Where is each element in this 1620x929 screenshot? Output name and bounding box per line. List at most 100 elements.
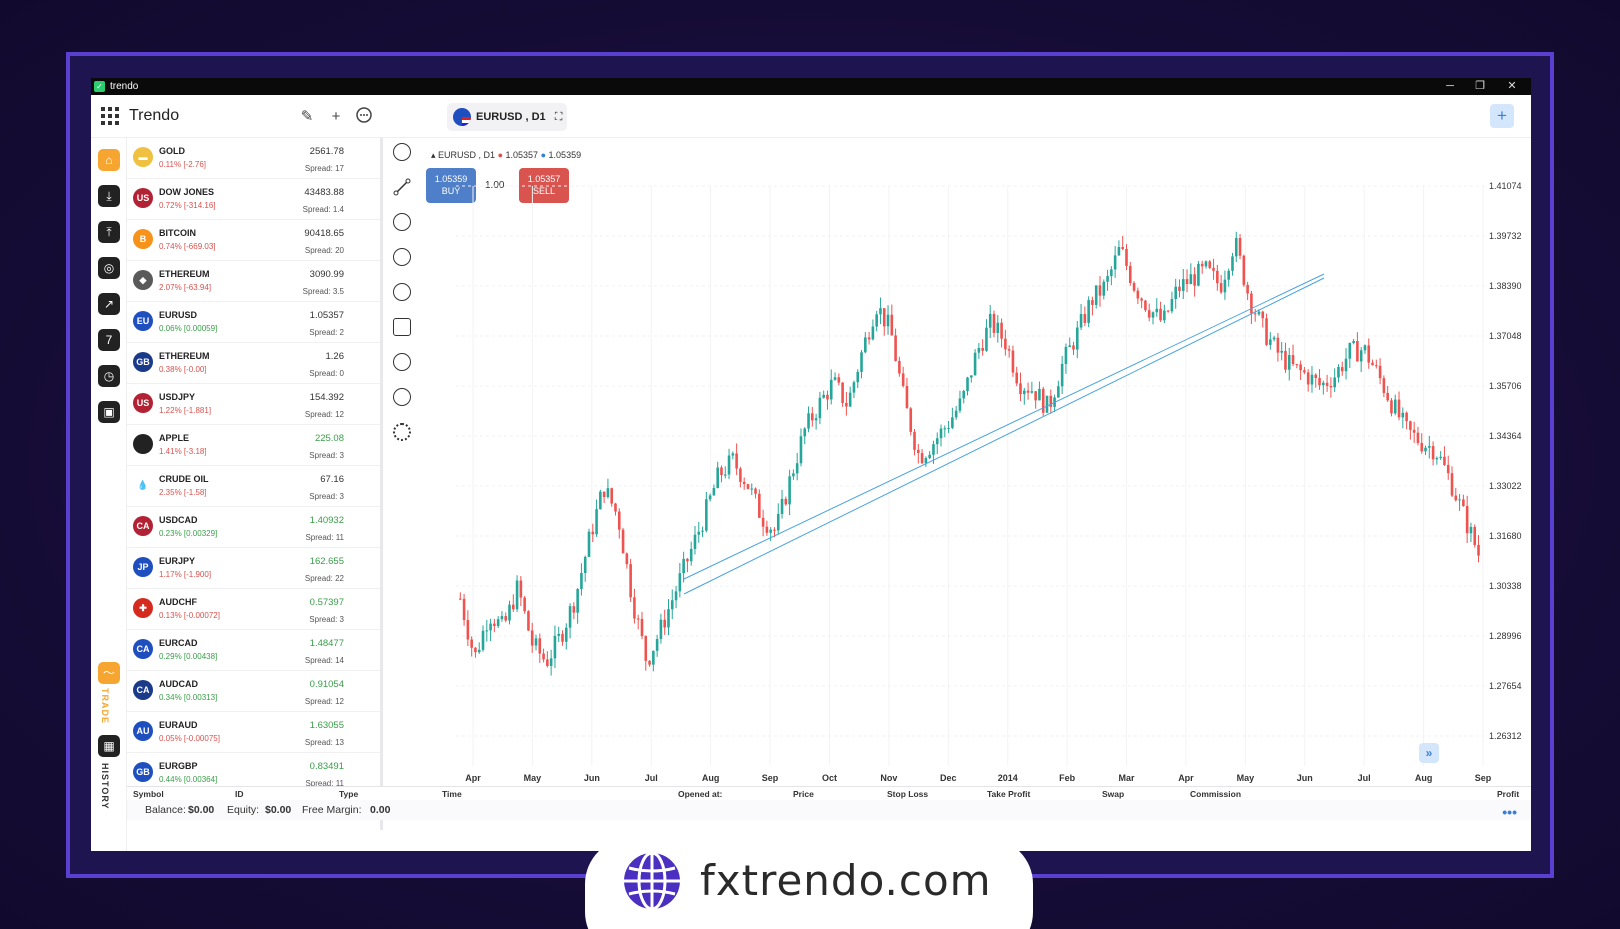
col-time[interactable]: Time [442,789,462,799]
watchlist-item[interactable]: APPLE 1.41% [-3.18] 225.08 Spread: 3 [127,425,380,466]
sell-button[interactable]: 1.05357 SELL [519,168,569,203]
watchlist-item[interactable]: ◆ ETHEREUM 2.07% [-63.94] 3090.99 Spread: 3.… [127,261,380,302]
zoom-in-icon[interactable] [393,353,411,371]
symbol-tab[interactable]: EURUSD , D1 ⛶ [447,103,567,131]
copy-icon[interactable] [393,318,411,336]
clock-tool-icon[interactable] [393,143,411,161]
home-icon[interactable]: ⌂ [98,149,120,171]
trendline[interactable] [683,277,1325,595]
instrument-name: EURJPY [159,556,196,566]
deposit-icon[interactable]: ⤓ [98,185,120,207]
col-swap[interactable]: Swap [1102,789,1125,799]
watchlist-item[interactable]: AU EURAUD 0.05% [-0.00075] 1.63055 Spread: 1… [127,712,380,753]
gift-icon[interactable]: ▣ [98,401,120,423]
candle-body [765,526,769,533]
settings-icon[interactable] [393,423,411,441]
trade-label[interactable]: TRADE [100,688,110,724]
col-symbol[interactable]: Symbol [133,789,164,799]
watchlist-item[interactable]: B BITCOIN 0.74% [-669.03] 90418.65 Spread: 2… [127,220,380,261]
new-tab-button[interactable]: + [1490,104,1514,128]
price-chart: 1.41074 1.39732 1.38390 1.37048 1.35706 1.343… [456,181,1522,783]
col-type[interactable]: Type [339,789,359,799]
candle-body [1136,290,1140,299]
free-margin-value: 0.00 [370,804,391,816]
col-opened-at[interactable]: Opened at: [678,789,723,799]
sell-label: SELL [532,186,556,196]
candle-body [549,658,553,666]
candle-body [1428,446,1431,448]
candle-body [833,377,837,380]
watchlist-item[interactable]: ▬ GOLD 0.11% [-2.76] 2561.78 Spread: 17 [127,138,380,179]
zoom-out-icon[interactable] [393,388,411,406]
col-id[interactable]: ID [235,789,244,799]
pie-tool-icon[interactable] [393,213,411,231]
history-grid-icon[interactable]: ▦ [98,735,120,757]
col-profit[interactable]: Profit [1497,789,1520,799]
watchlist-item[interactable]: CA AUDCAD 0.34% [0.00313] 0.91054 Spread: 12 [127,671,380,712]
candle-body [1295,364,1299,366]
history-clock-icon[interactable]: ◷ [98,365,120,387]
x-tick-label: Jun [584,773,600,783]
calendar-7-icon[interactable]: 7 [98,329,120,351]
candle-body [515,580,519,610]
instrument-change: 0.74% [-669.03] [159,242,216,251]
candle-body [462,598,466,621]
more-options-icon[interactable]: ••• [1502,804,1517,820]
candle-body [610,488,614,504]
candle-body [640,618,644,637]
candle-body [1128,265,1132,283]
chat-icon[interactable] [353,106,375,128]
buy-button[interactable]: 1.05359 BUY [426,168,476,203]
add-indicator-icon[interactable] [393,283,411,301]
watchlist-item[interactable]: 💧 CRUDE OIL 2.35% [-1.58] 67.16 Spread: 3 [127,466,380,507]
watchlist-item[interactable]: ✚ AUDCHF 0.13% [-0.00072] 0.57397 Spread: 3 [127,589,380,630]
candle-body [720,467,723,475]
restore-icon[interactable]: ❐ [1475,80,1485,92]
instrument-icon: ✚ [133,598,153,618]
col-take-profit[interactable]: Take Profit [987,789,1031,799]
withdraw-icon[interactable]: ⤒ [98,221,120,243]
col-stop-loss[interactable]: Stop Loss [887,789,929,799]
instrument-icon: GB [133,352,153,372]
col-price[interactable]: Price [793,789,814,799]
target-tool-icon[interactable] [393,248,411,266]
broadcast-icon[interactable]: ◎ [98,257,120,279]
apps-grid-icon[interactable] [101,107,119,125]
candle-body [792,473,795,477]
lot-quantity[interactable]: 1.00 [485,180,505,191]
candle-body [1064,346,1068,364]
instrument-name: USDJPY [159,392,196,402]
trendline[interactable] [683,273,1325,580]
history-label[interactable]: HISTORY [100,763,110,810]
candle-body [1253,313,1257,315]
fullscreen-icon[interactable]: ⛶ [554,110,563,123]
scroll-right-icon[interactable]: » [1419,743,1439,763]
watchlist-item[interactable]: US DOW JONES 0.72% [-314.16] 43483.88 Spread… [127,179,380,220]
instrument-spread: Spread: 0 [309,369,344,378]
instrument-name: GOLD [159,146,185,156]
chart-icon[interactable]: ↗ [98,293,120,315]
pencil-icon[interactable]: ✎ [300,108,314,125]
collapse-caret-icon[interactable]: ▴ [431,150,436,160]
brand-name: Trendo [129,107,180,124]
candle-body [599,491,602,510]
watchlist-item[interactable]: CA USDCAD 0.23% [0.00329] 1.40932 Spread: 11 [127,507,380,548]
watchlist-item[interactable]: US USDJPY 1.22% [-1.881] 154.392 Spread: 12 [127,384,380,425]
instrument-name: AUDCHF [159,597,197,607]
watchlist-item[interactable]: CA EURCAD 0.29% [0.00438] 1.48477 Spread: 14 [127,630,380,671]
col-commission[interactable]: Commission [1190,789,1242,799]
candle-body [1306,372,1310,385]
watchlist-item[interactable]: GB ETHEREUM 0.38% [-0.00] 1.26 Spread: 0 [127,343,380,384]
line-tool-icon[interactable] [393,178,411,196]
watchlist-item[interactable]: EU EURUSD 0.06% [0.00059] 1.05357 Spread: 2 [127,302,380,343]
add-icon[interactable]: + [331,108,341,125]
chart-area[interactable]: ▴ EURUSD , D1 ● 1.05357 ● 1.05359 1.0535… [421,138,1531,786]
candle-body [1303,370,1306,373]
candle-body [898,360,901,374]
trade-icon[interactable]: 〜 [98,662,120,684]
watchlist-item[interactable]: JP EURJPY 1.17% [-1.900] 162.655 Spread: 22 [127,548,380,589]
candle-body [496,619,500,627]
promo-banner[interactable]: fxtrendo.com [585,838,1033,929]
close-icon[interactable]: ✕ [1507,80,1517,92]
minimize-icon[interactable]: ─ [1446,80,1454,92]
